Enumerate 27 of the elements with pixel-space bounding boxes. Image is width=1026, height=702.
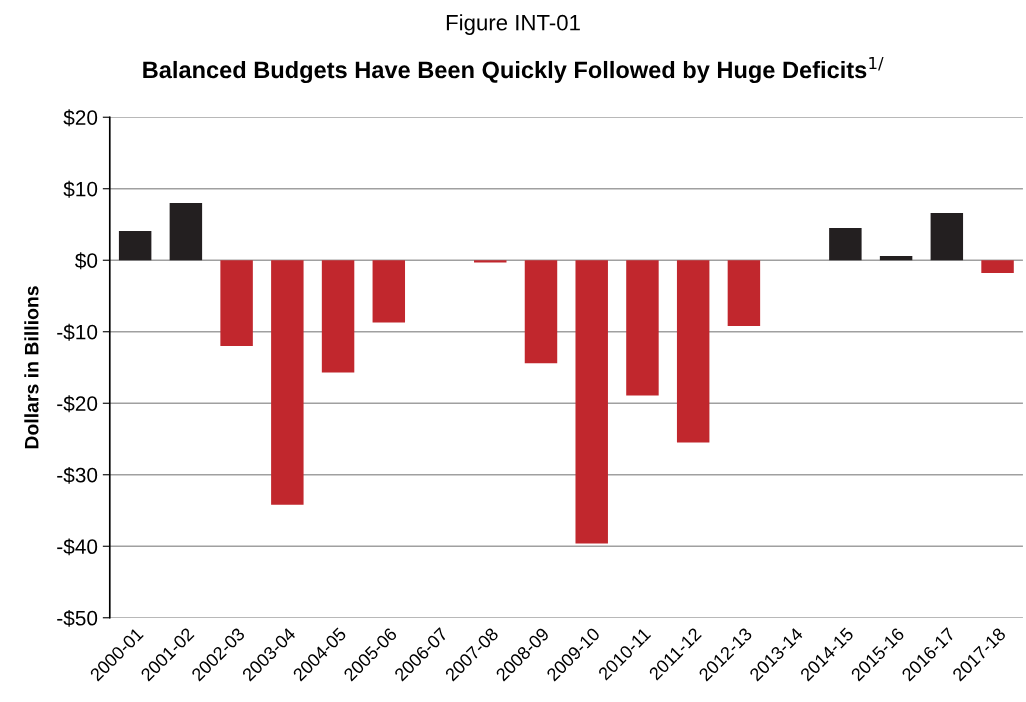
- bar: [879, 255, 913, 261]
- y-tick-label: $0: [75, 252, 98, 270]
- bar: [626, 260, 659, 396]
- bar: [727, 260, 761, 327]
- bar: [575, 260, 608, 544]
- y-tick-label: -$20: [57, 395, 98, 413]
- bar: [169, 203, 203, 261]
- bar: [271, 260, 304, 505]
- bar: [676, 260, 710, 443]
- y-axis-title: Dollars in Billions: [24, 286, 39, 449]
- bar: [829, 228, 862, 261]
- chart-subtitle: Balanced Budgets Have Been Quickly Followed by Huge Deficits$^{1/}$: [143, 56, 884, 84]
- chart-title: Figure INT-01: [446, 14, 580, 35]
- y-tick-label: -$40: [57, 538, 98, 556]
- y-tick-label: $10: [63, 180, 98, 198]
- bar: [220, 260, 253, 347]
- y-tick-label: -$10: [57, 323, 98, 341]
- y-tick-label: $20: [63, 109, 98, 127]
- y-tick-label: -$50: [57, 609, 98, 627]
- bar: [321, 260, 355, 373]
- bar: [930, 213, 964, 261]
- y-tick-label: -$30: [57, 466, 98, 484]
- bar: [524, 260, 558, 364]
- bar: [981, 260, 1014, 274]
- bar: [474, 260, 507, 263]
- bar: [118, 230, 152, 261]
- bar: [372, 260, 406, 323]
